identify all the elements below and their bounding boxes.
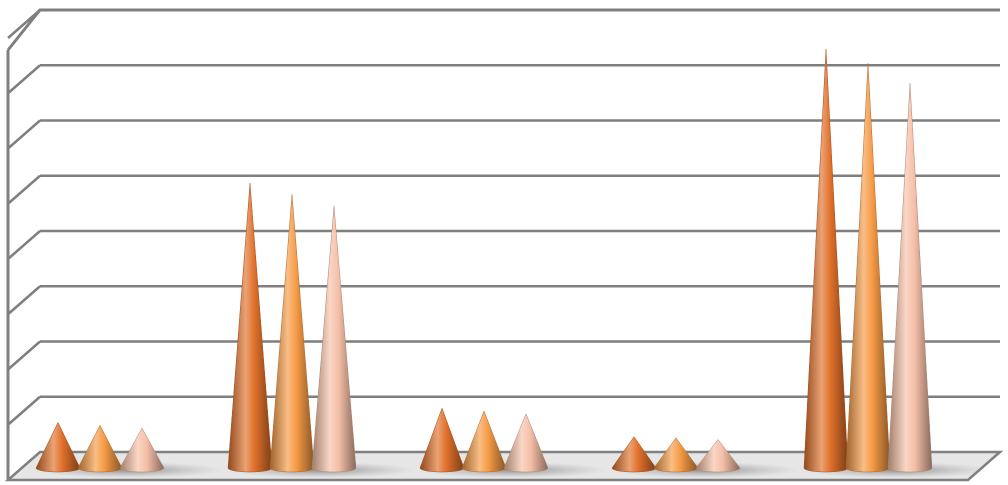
gridline-side-2 <box>7 340 41 371</box>
cone-c2-s3 <box>311 205 357 473</box>
cone-c3-s2 <box>461 410 507 473</box>
gridline-side-8 <box>7 9 41 39</box>
cone-c5-s2 <box>845 63 891 473</box>
gridline-side-7 <box>7 64 41 95</box>
gridline-side-1 <box>7 395 41 426</box>
cone-c1-s2 <box>77 424 123 473</box>
cones <box>35 49 933 473</box>
cone-c2-s1 <box>227 182 273 473</box>
cone-c5-s1 <box>803 49 849 473</box>
gridline-side-3 <box>7 285 41 316</box>
wall-top-edge <box>6 8 1000 51</box>
cone-c3-s3 <box>503 413 549 473</box>
cone-c5-s3 <box>887 83 933 473</box>
cone-c4-s3 <box>695 439 741 473</box>
cone-c3-s1 <box>419 407 465 473</box>
cone-c1-s3 <box>119 427 165 473</box>
gridline-side-6 <box>7 119 41 150</box>
gridlines <box>7 8 1000 426</box>
cone-c2-s2 <box>269 194 315 473</box>
cone-c1-s1 <box>35 421 81 473</box>
gridline-side-4 <box>7 230 41 260</box>
gridline-side-5 <box>7 174 41 205</box>
